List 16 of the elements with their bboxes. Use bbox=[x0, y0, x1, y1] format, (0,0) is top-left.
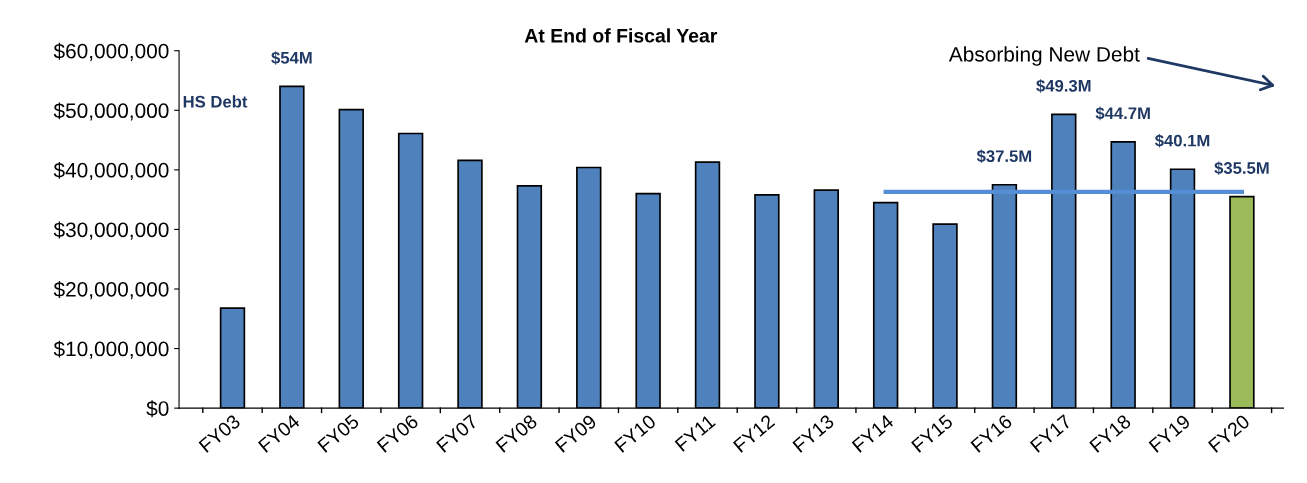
y-tick-label: $40,000,000 bbox=[53, 161, 169, 181]
data-label: $44.7M bbox=[1095, 106, 1150, 121]
y-tick-label: $10,000,000 bbox=[53, 340, 169, 359]
y-tick-label: $30,000,000 bbox=[53, 221, 169, 240]
y-tick-label: $20,000,000 bbox=[53, 281, 169, 300]
annotation: HS Debt bbox=[183, 95, 248, 108]
data-label: $54M bbox=[271, 51, 312, 65]
y-tick-label: $0 bbox=[146, 400, 169, 418]
chart-title: At End of Fiscal Year bbox=[524, 28, 718, 43]
data-label: $37.5M bbox=[976, 149, 1032, 164]
data-label: $40.1M bbox=[1154, 133, 1210, 148]
data-label: $35.5M bbox=[1214, 161, 1269, 175]
annotation: Absorbing New Debt bbox=[948, 46, 1140, 66]
y-tick-label: $50,000,000 bbox=[53, 102, 169, 121]
data-label: $49.3M bbox=[1036, 79, 1091, 93]
y-tick-label: $60,000,000 bbox=[53, 42, 169, 61]
